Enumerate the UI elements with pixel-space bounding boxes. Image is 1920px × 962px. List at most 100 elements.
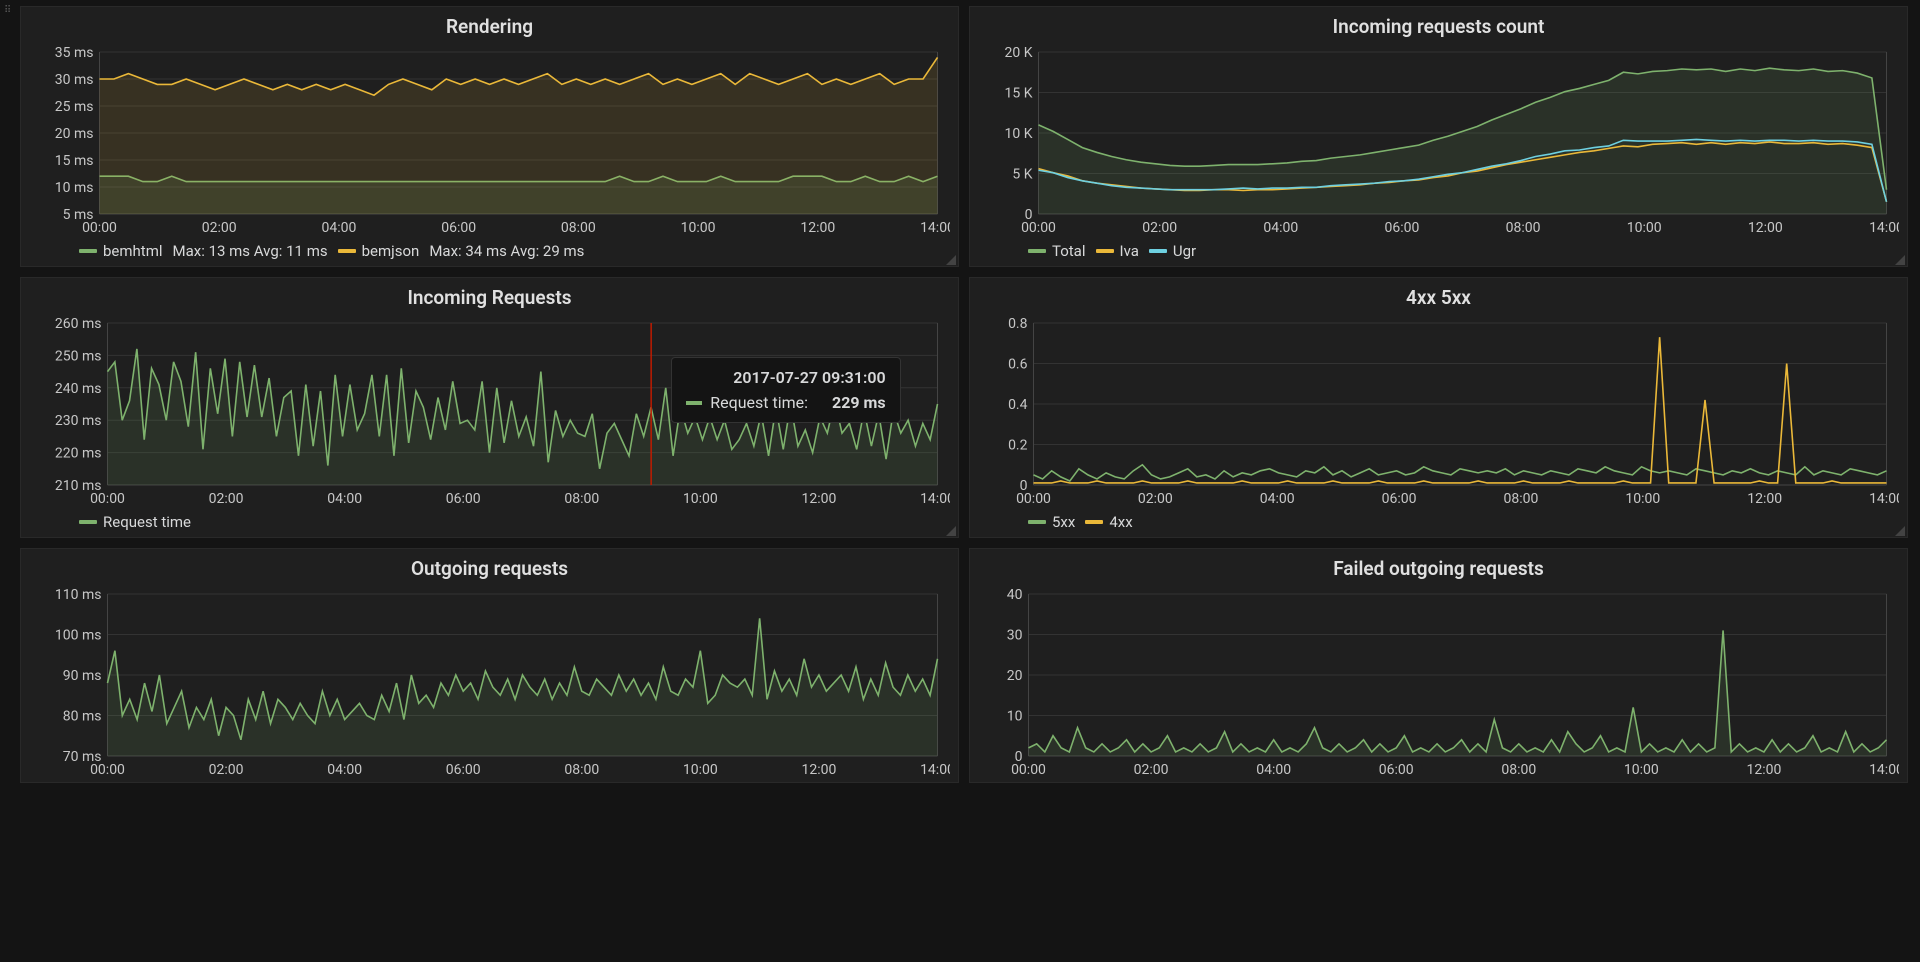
- legend-item[interactable]: 4xx: [1085, 513, 1132, 531]
- svg-text:230 ms: 230 ms: [55, 413, 102, 429]
- svg-text:02:00: 02:00: [1134, 762, 1169, 778]
- svg-text:00:00: 00:00: [1021, 220, 1056, 236]
- svg-text:220 ms: 220 ms: [55, 446, 102, 462]
- svg-text:06:00: 06:00: [446, 762, 481, 778]
- svg-text:08:00: 08:00: [1501, 762, 1536, 778]
- legend-label: bemhtml: [103, 242, 163, 260]
- svg-text:260 ms: 260 ms: [55, 317, 102, 332]
- legend-item[interactable]: bemhtml: [79, 242, 163, 260]
- svg-text:20 ms: 20 ms: [55, 126, 94, 142]
- legend: 5xx 4xx: [978, 507, 1899, 533]
- legend-item[interactable]: bemjson: [338, 242, 420, 260]
- svg-text:10:00: 10:00: [683, 762, 718, 778]
- svg-text:10: 10: [1007, 709, 1023, 725]
- panel-failed-outgoing[interactable]: Failed outgoing requests 01020304000:000…: [969, 548, 1908, 783]
- svg-text:06:00: 06:00: [1382, 491, 1417, 507]
- legend-stats: Max: 34 ms Avg: 29 ms: [429, 242, 584, 260]
- legend-label: Request time: [103, 513, 191, 531]
- svg-text:35 ms: 35 ms: [55, 46, 94, 61]
- svg-text:12:00: 12:00: [1746, 762, 1781, 778]
- chart-area[interactable]: 05 K10 K15 K20 K00:0002:0004:0006:0008:0…: [978, 46, 1899, 236]
- svg-text:10 ms: 10 ms: [55, 180, 94, 196]
- chart-area[interactable]: 5 ms10 ms15 ms20 ms25 ms30 ms35 ms00:000…: [29, 46, 950, 236]
- legend-item[interactable]: Total: [1028, 242, 1086, 260]
- resize-handle-icon[interactable]: [1895, 254, 1905, 264]
- panel-errors[interactable]: 4xx 5xx 00.20.40.60.800:0002:0004:0006:0…: [969, 277, 1908, 538]
- legend-label: 4xx: [1109, 513, 1132, 531]
- svg-text:0.4: 0.4: [1008, 397, 1028, 413]
- svg-text:08:00: 08:00: [1503, 491, 1538, 507]
- svg-text:90 ms: 90 ms: [63, 668, 102, 684]
- svg-text:15 K: 15 K: [1005, 86, 1033, 102]
- svg-text:40: 40: [1007, 588, 1023, 603]
- chart-area[interactable]: 210 ms220 ms230 ms240 ms250 ms260 ms00:0…: [29, 317, 950, 507]
- svg-text:110 ms: 110 ms: [55, 588, 102, 603]
- svg-text:14:00: 14:00: [920, 220, 950, 236]
- svg-text:250 ms: 250 ms: [55, 348, 102, 364]
- svg-text:10:00: 10:00: [1627, 220, 1662, 236]
- svg-text:25 ms: 25 ms: [55, 99, 94, 115]
- legend-item[interactable]: Ugr: [1149, 242, 1196, 260]
- legend-item[interactable]: Request time: [79, 513, 191, 531]
- svg-text:20 K: 20 K: [1005, 46, 1033, 61]
- legend-item[interactable]: 5xx: [1028, 513, 1075, 531]
- panel-incoming-requests[interactable]: Incoming Requests 210 ms220 ms230 ms240 …: [20, 277, 959, 538]
- svg-text:00:00: 00:00: [90, 491, 125, 507]
- svg-text:02:00: 02:00: [1138, 491, 1173, 507]
- svg-text:06:00: 06:00: [1379, 762, 1414, 778]
- resize-handle-icon[interactable]: [946, 254, 956, 264]
- legend: Request time: [29, 507, 950, 533]
- svg-text:5 K: 5 K: [1012, 167, 1032, 183]
- panel-title: Incoming requests count: [978, 15, 1899, 38]
- svg-text:14:00: 14:00: [920, 491, 950, 507]
- svg-text:02:00: 02:00: [1142, 220, 1177, 236]
- svg-text:04:00: 04:00: [1263, 220, 1298, 236]
- legend-swatch-icon: [338, 249, 356, 253]
- svg-text:12:00: 12:00: [1748, 220, 1783, 236]
- legend-stats: Max: 13 ms Avg: 11 ms: [173, 242, 328, 260]
- svg-text:02:00: 02:00: [202, 220, 237, 236]
- svg-text:02:00: 02:00: [209, 762, 244, 778]
- svg-text:00:00: 00:00: [82, 220, 117, 236]
- legend-label: Iva: [1120, 242, 1139, 260]
- tooltip-time: 2017-07-27 09:31:00: [686, 368, 885, 387]
- panel-title: Failed outgoing requests: [978, 557, 1899, 580]
- svg-text:80 ms: 80 ms: [63, 709, 102, 725]
- svg-text:00:00: 00:00: [90, 762, 125, 778]
- svg-text:240 ms: 240 ms: [55, 381, 102, 397]
- legend-swatch-icon: [1085, 520, 1103, 524]
- panel-outgoing[interactable]: Outgoing requests 70 ms80 ms90 ms100 ms1…: [20, 548, 959, 783]
- svg-text:08:00: 08:00: [1506, 220, 1541, 236]
- legend-label: 5xx: [1052, 513, 1075, 531]
- chart-area[interactable]: 00.20.40.60.800:0002:0004:0006:0008:0010…: [978, 317, 1899, 507]
- svg-text:12:00: 12:00: [801, 762, 836, 778]
- tooltip-swatch-icon: [686, 401, 702, 405]
- svg-text:100 ms: 100 ms: [55, 628, 102, 644]
- svg-text:30 ms: 30 ms: [55, 72, 94, 88]
- panel-incoming-count[interactable]: Incoming requests count 05 K10 K15 K20 K…: [969, 6, 1908, 267]
- svg-text:04:00: 04:00: [327, 491, 362, 507]
- panel-title: Outgoing requests: [29, 557, 950, 580]
- chart-area[interactable]: 70 ms80 ms90 ms100 ms110 ms00:0002:0004:…: [29, 588, 950, 778]
- svg-text:02:00: 02:00: [209, 491, 244, 507]
- svg-text:04:00: 04:00: [327, 762, 362, 778]
- svg-text:00:00: 00:00: [1016, 491, 1051, 507]
- legend-swatch-icon: [79, 520, 97, 524]
- chart-area[interactable]: 01020304000:0002:0004:0006:0008:0010:001…: [978, 588, 1899, 778]
- legend-swatch-icon: [1149, 249, 1167, 253]
- panel-rendering[interactable]: Rendering 5 ms10 ms15 ms20 ms25 ms30 ms3…: [20, 6, 959, 267]
- svg-text:0.2: 0.2: [1008, 438, 1028, 454]
- resize-handle-icon[interactable]: [1895, 525, 1905, 535]
- resize-handle-icon[interactable]: [946, 525, 956, 535]
- svg-text:20: 20: [1007, 668, 1023, 684]
- svg-text:10:00: 10:00: [1625, 491, 1660, 507]
- svg-text:12:00: 12:00: [801, 491, 836, 507]
- svg-text:06:00: 06:00: [446, 491, 481, 507]
- svg-text:14:00: 14:00: [1869, 220, 1899, 236]
- svg-text:10:00: 10:00: [683, 491, 718, 507]
- legend: Total Iva Ugr: [978, 236, 1899, 262]
- svg-text:12:00: 12:00: [800, 220, 835, 236]
- drag-handle-icon: ⠿: [4, 8, 12, 13]
- legend-label: Total: [1052, 242, 1086, 260]
- legend-item[interactable]: Iva: [1096, 242, 1139, 260]
